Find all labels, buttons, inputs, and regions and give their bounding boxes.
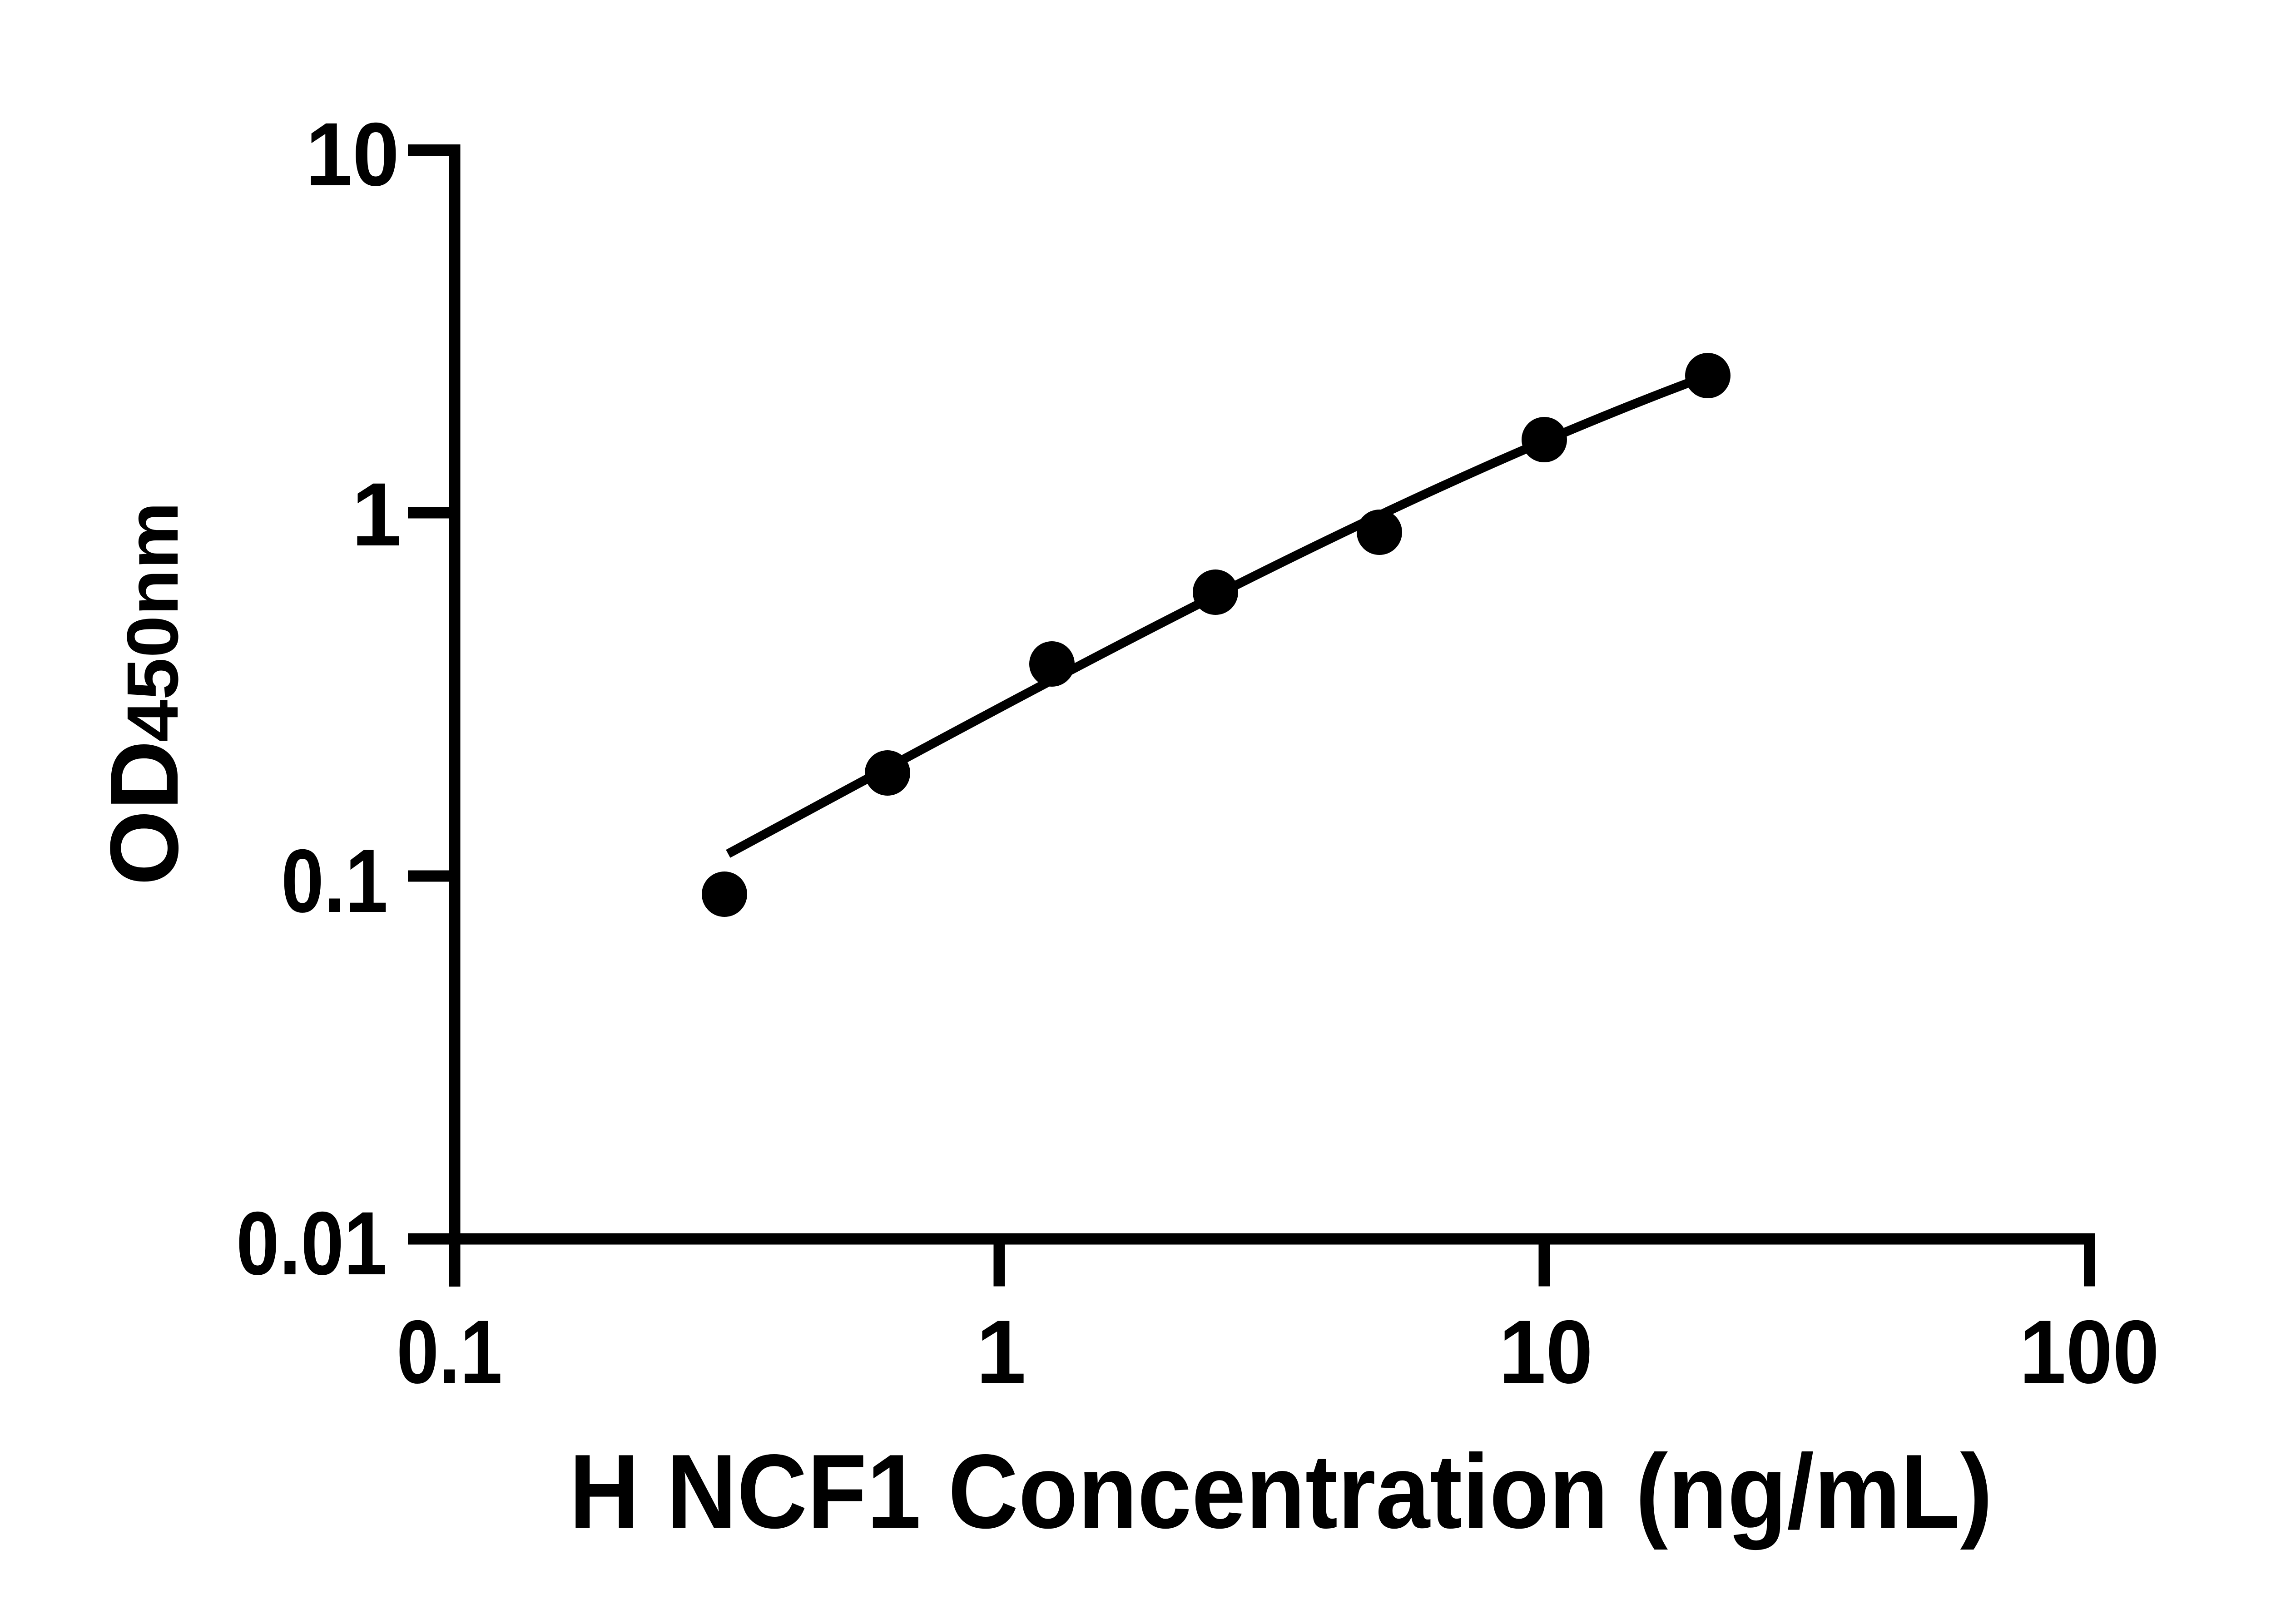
svg-text:1: 1 xyxy=(976,1302,1026,1402)
svg-text:10: 10 xyxy=(1499,1302,1593,1402)
svg-text:1: 1 xyxy=(352,464,402,564)
svg-text:0.1: 0.1 xyxy=(281,831,388,931)
svg-text:H NCF1 Concentration (ng/mL): H NCF1 Concentration (ng/mL) xyxy=(569,1433,1993,1550)
svg-text:450nm: 450nm xyxy=(112,502,193,742)
svg-text:0.01: 0.01 xyxy=(236,1193,387,1293)
svg-text:100: 100 xyxy=(2019,1302,2159,1402)
svg-text:0.1: 0.1 xyxy=(397,1302,502,1402)
svg-text:10: 10 xyxy=(306,104,399,204)
svg-text:OD: OD xyxy=(90,740,198,886)
